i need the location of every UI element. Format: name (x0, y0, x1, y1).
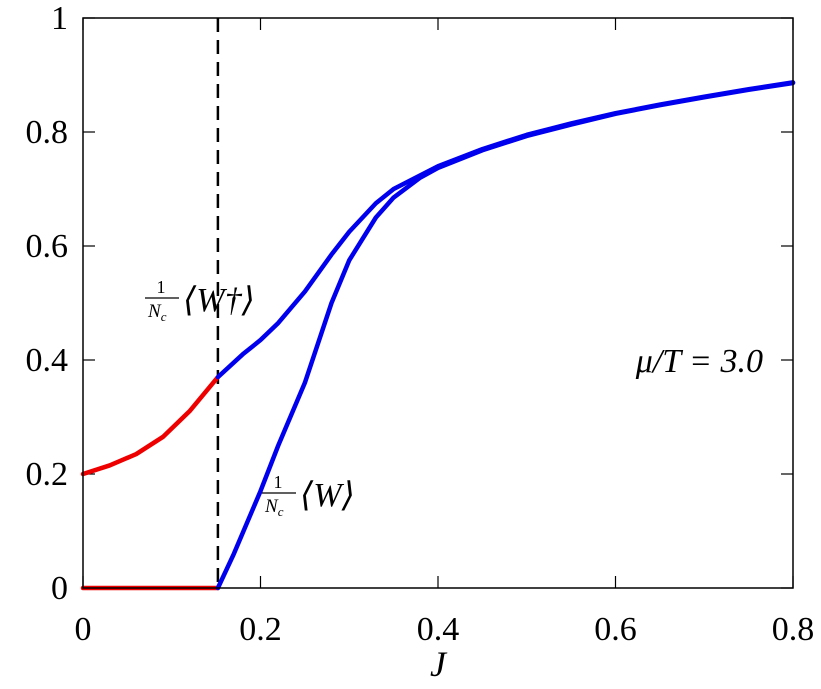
x-tick-label: 0.8 (772, 611, 815, 648)
data-line (215, 80, 796, 591)
annotation: 1 Nc ⟨W⟩ (262, 472, 355, 519)
x-tick-label: 0.2 (239, 611, 282, 648)
annotation-numerator: 1 (157, 277, 166, 297)
data-line (80, 374, 221, 477)
annotation-body: ⟨W†⟩ (183, 282, 255, 319)
y-tick-label: 0.8 (26, 114, 69, 151)
annotation-body: ⟨W⟩ (300, 477, 355, 514)
plot-frame (82, 17, 794, 589)
denominator-n: N (147, 301, 162, 322)
annotation-denominator: Nc (147, 301, 167, 324)
y-tick-label: 1 (51, 0, 68, 37)
annotation-denominator: Nc (264, 496, 284, 519)
x-tick-label: 0.6 (594, 611, 637, 648)
annotation: 1 Nc ⟨W†⟩ (145, 277, 255, 324)
annotation: μ/T = 3.0 (635, 343, 763, 380)
y-tick-label: 0.2 (26, 456, 69, 493)
denominator-n: N (264, 496, 279, 517)
x-tick-label: 0.4 (417, 611, 460, 648)
y-tick-label: 0.4 (26, 342, 69, 379)
denominator-sub: c (278, 504, 284, 519)
x-tick-label: 0 (75, 611, 92, 648)
x-axis-label: J (430, 644, 448, 684)
annotation-numerator: 1 (274, 472, 283, 492)
y-tick-label: 0.6 (26, 228, 69, 265)
y-tick-label: 0 (51, 570, 68, 607)
denominator-sub: c (161, 309, 167, 324)
data-line (215, 80, 796, 380)
